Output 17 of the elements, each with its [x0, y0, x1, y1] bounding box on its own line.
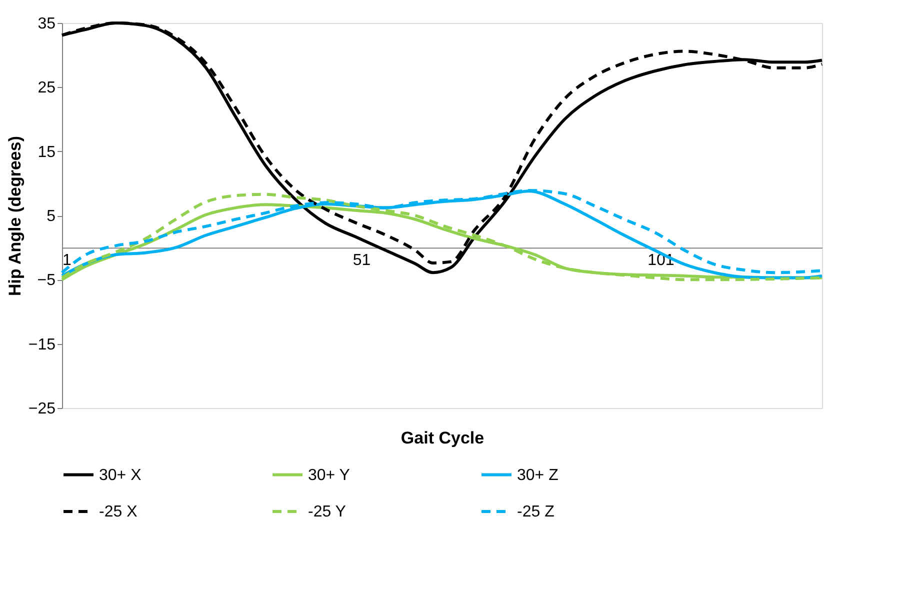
- legend-label: -25 Y: [308, 504, 346, 520]
- y-tick-label: −5: [37, 272, 56, 290]
- legend-label: 30+ Y: [308, 466, 350, 484]
- y-tick-label: 25: [38, 80, 56, 97]
- legend-label: 30+ X: [99, 466, 142, 484]
- x-axis-title: Gait Cycle: [400, 428, 484, 448]
- x-tick-label: 1: [62, 252, 72, 270]
- legend-label: -25 X: [99, 504, 138, 520]
- y-tick-label: −25: [28, 400, 56, 418]
- y-tick-label: 5: [46, 208, 56, 225]
- y-axis-title: Hip Angle (degrees): [5, 136, 24, 296]
- y-tick-label: 35: [38, 16, 56, 32]
- y-tick-label: 15: [38, 144, 56, 161]
- legend-label: 30+ Z: [517, 466, 559, 484]
- legend-label: -25 Z: [517, 504, 555, 520]
- x-tick-label: 51: [352, 252, 371, 270]
- y-tick-label: −15: [28, 336, 56, 354]
